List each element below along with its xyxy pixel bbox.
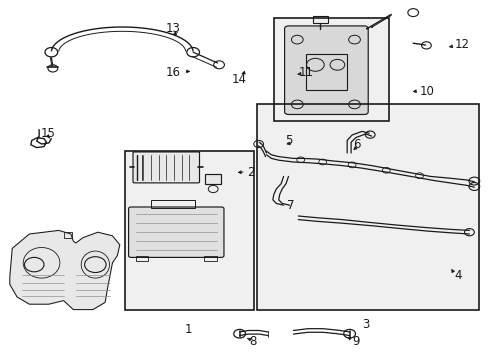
FancyBboxPatch shape: [128, 207, 224, 257]
Bar: [124, 151, 254, 310]
Text: 6: 6: [352, 138, 360, 150]
Text: 10: 10: [419, 85, 433, 98]
Text: 12: 12: [454, 39, 469, 51]
Bar: [204, 256, 216, 261]
FancyBboxPatch shape: [133, 152, 199, 183]
Bar: [273, 18, 388, 121]
Text: 5: 5: [284, 134, 292, 147]
Text: 8: 8: [249, 335, 256, 348]
Bar: [63, 232, 72, 238]
Text: 16: 16: [165, 66, 181, 78]
Text: 11: 11: [298, 66, 313, 78]
Text: 13: 13: [166, 22, 181, 35]
Bar: [136, 256, 148, 261]
Text: 15: 15: [41, 127, 55, 140]
Bar: [150, 200, 194, 208]
Text: 4: 4: [454, 269, 461, 282]
PathPatch shape: [10, 230, 120, 310]
Text: 1: 1: [184, 323, 192, 336]
Text: 9: 9: [351, 335, 359, 348]
Text: 2: 2: [246, 166, 254, 179]
FancyBboxPatch shape: [284, 26, 367, 114]
Text: 3: 3: [361, 318, 369, 330]
Bar: [256, 104, 478, 310]
Bar: [124, 151, 254, 310]
Text: 7: 7: [286, 199, 294, 212]
Bar: [305, 54, 346, 90]
Bar: [205, 174, 221, 184]
Bar: [273, 18, 388, 121]
Bar: [312, 16, 327, 23]
Text: 14: 14: [232, 73, 246, 86]
Bar: [256, 104, 478, 310]
